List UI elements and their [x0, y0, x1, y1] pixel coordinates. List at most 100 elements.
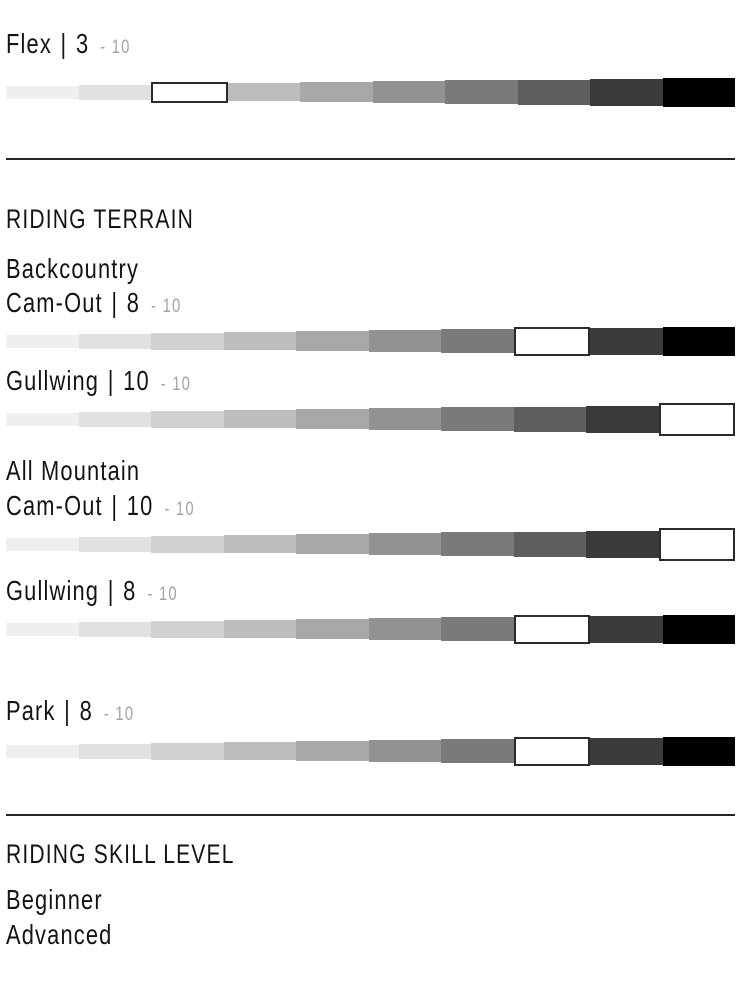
bar-segment	[78, 411, 151, 427]
bar-segment	[223, 620, 296, 638]
bar-segment	[368, 533, 441, 555]
bar-segment	[441, 407, 514, 431]
park-rating-bar	[6, 734, 735, 768]
bar-segment	[151, 742, 224, 760]
bar-segment	[78, 536, 151, 552]
backcountry-camout-bar	[6, 324, 735, 358]
bar-segment-selected	[513, 326, 590, 356]
rating-max: 10	[111, 37, 131, 58]
bar-segment	[513, 531, 586, 557]
rating-max: 10	[158, 584, 178, 605]
bar-segment	[6, 622, 79, 636]
bar-segment	[296, 331, 369, 351]
riding-skill-level-heading: RIDING SKILL LEVEL	[6, 839, 235, 869]
skill-level-advanced: Advanced	[6, 919, 113, 950]
bar-segment-selected	[151, 81, 228, 103]
rating-name: Cam-Out	[6, 287, 103, 318]
rating-value: 10	[126, 490, 154, 521]
bar-segment-selected	[658, 402, 735, 436]
rating-dash: -	[151, 296, 158, 317]
bar-segment	[78, 621, 151, 637]
rating-separator: |	[64, 695, 72, 726]
bar-segment	[445, 80, 518, 104]
bar-segment	[372, 81, 445, 103]
rating-value: 10	[123, 365, 150, 396]
bar-segment	[662, 77, 735, 107]
bar-segment	[441, 617, 514, 641]
rating-dash: -	[160, 374, 167, 395]
bar-segment	[590, 78, 663, 106]
rating-name: Flex	[6, 28, 52, 59]
rating-value: 3	[75, 28, 90, 59]
flex-rating-bar	[6, 75, 735, 109]
bar-segment	[441, 532, 514, 556]
bar-segment	[151, 332, 224, 350]
bar-segment	[6, 744, 79, 758]
rating-dash: -	[147, 584, 154, 605]
rating-name: Gullwing	[6, 365, 100, 396]
bar-segment	[662, 326, 735, 356]
rating-name: Park	[6, 695, 56, 726]
bar-segment	[223, 332, 296, 350]
rating-value: 8	[79, 695, 93, 726]
bar-segment	[227, 83, 300, 101]
rating-max: 10	[172, 374, 192, 395]
rating-separator: |	[107, 575, 115, 606]
rating-dash: -	[103, 704, 110, 725]
terrain-group-backcountry: Backcountry	[6, 253, 140, 284]
section-divider	[6, 158, 735, 160]
bar-segment	[151, 620, 224, 638]
all-mountain-gullwing-label: Gullwing | 8 - 10	[6, 575, 575, 611]
rating-separator: |	[111, 287, 119, 318]
bar-segment	[517, 79, 590, 105]
bar-segment	[78, 84, 151, 100]
flex-rating-label: Flex | 3 - 10	[6, 28, 575, 64]
bar-segment	[296, 619, 369, 639]
bar-segment-selected	[658, 527, 735, 561]
bar-segment	[586, 405, 659, 433]
bar-segment	[513, 406, 586, 432]
rating-separator: |	[107, 365, 115, 396]
riding-terrain-heading: RIDING TERRAIN	[6, 204, 195, 234]
backcountry-gullwing-label: Gullwing | 10 - 10	[6, 365, 575, 401]
bar-segment	[6, 334, 79, 348]
all-mountain-gullwing-bar	[6, 612, 735, 646]
all-mountain-camout-bar	[6, 527, 735, 561]
bar-segment	[6, 537, 79, 551]
rating-max: 10	[175, 499, 195, 520]
bar-segment	[662, 736, 735, 766]
spec-panel: Flex | 3 - 10 RIDING TERRAIN Backcountry…	[6, 28, 735, 951]
bar-segment	[151, 535, 224, 553]
bar-segment	[6, 412, 79, 426]
bar-segment	[590, 615, 663, 643]
rating-max: 10	[115, 704, 135, 725]
all-mountain-camout-label: Cam-Out | 10 - 10	[6, 490, 575, 526]
rating-name: Cam-Out	[6, 490, 103, 521]
park-rating-label: Park | 8 - 10	[6, 695, 575, 731]
bar-segment	[590, 327, 663, 355]
rating-name: Gullwing	[6, 575, 100, 606]
rating-separator: |	[60, 28, 68, 59]
bar-segment-selected	[513, 614, 590, 644]
bar-segment	[78, 333, 151, 349]
bar-segment	[151, 410, 224, 428]
bar-segment	[223, 742, 296, 760]
rating-value: 8	[126, 287, 141, 318]
bar-segment	[368, 618, 441, 640]
backcountry-gullwing-bar	[6, 402, 735, 436]
bar-segment	[78, 743, 151, 759]
terrain-group-all-mountain: All Mountain	[6, 455, 141, 486]
rating-dash: -	[164, 499, 171, 520]
bar-segment	[6, 85, 79, 99]
bar-segment	[300, 82, 373, 102]
rating-separator: |	[111, 490, 119, 521]
bar-segment	[368, 408, 441, 430]
bar-segment	[586, 530, 659, 558]
section-divider	[6, 814, 735, 816]
bar-segment	[296, 534, 369, 554]
rating-dash: -	[100, 37, 107, 58]
bar-segment	[368, 740, 441, 762]
rating-max: 10	[162, 296, 182, 317]
backcountry-camout-label: Cam-Out | 8 - 10	[6, 287, 575, 323]
skill-level-beginner: Beginner	[6, 884, 103, 915]
